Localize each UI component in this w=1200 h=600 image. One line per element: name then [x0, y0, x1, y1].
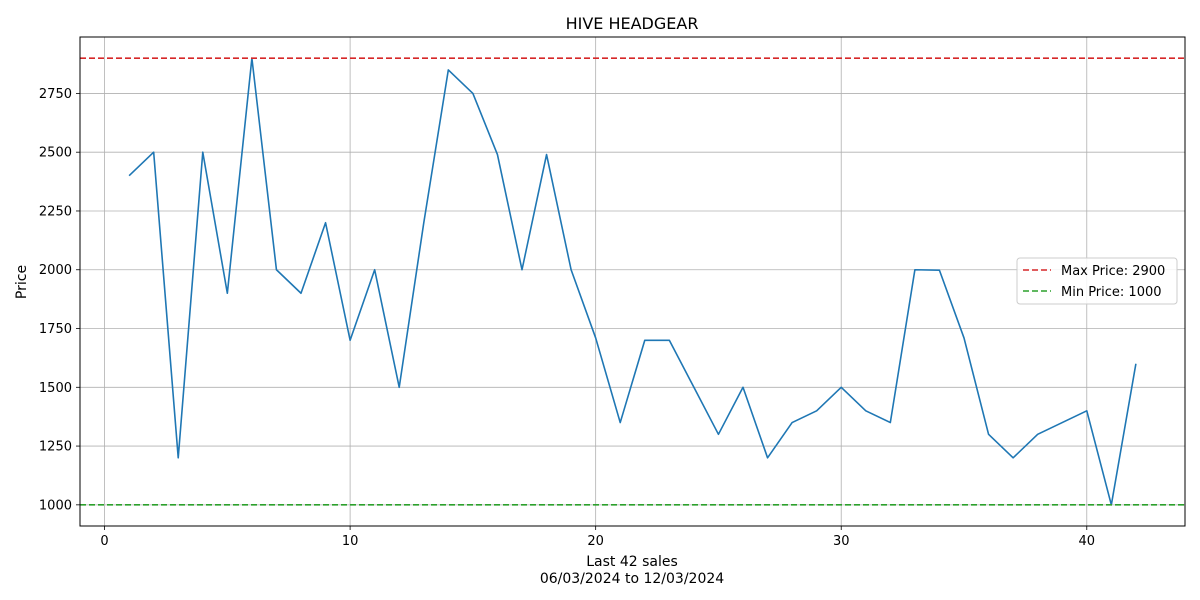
x-axis-sublabel: 06/03/2024 to 12/03/2024	[540, 571, 724, 587]
legend-label-min-price: Min Price: 1000	[1061, 285, 1162, 300]
plot-content	[80, 57, 1185, 506]
x-tick-label: 0	[100, 534, 108, 549]
y-tick-label: 2500	[39, 146, 72, 161]
y-tick-label: 1500	[39, 381, 72, 396]
ticks: 0 10 20 30 40 1000 1250 1500 1750 2000 2250 2500 275…	[39, 87, 1095, 549]
chart-title: HIVE HEADGEAR	[566, 14, 699, 33]
legend: Max Price: 2900 Min Price: 1000	[1016, 257, 1178, 305]
x-tick-label: 40	[1079, 534, 1096, 549]
price-series-line	[128, 57, 1137, 506]
y-tick-label: 2750	[39, 87, 72, 102]
x-axis-label: Last 42 sales	[586, 554, 678, 570]
x-tick-label: 10	[342, 534, 359, 549]
y-tick-label: 1750	[39, 322, 72, 337]
x-tick-label: 20	[587, 534, 604, 549]
y-tick-label: 1250	[39, 440, 72, 455]
y-tick-label: 2000	[39, 263, 72, 278]
legend-box	[1016, 257, 1178, 305]
legend-label-max-price: Max Price: 2900	[1061, 264, 1165, 279]
x-tick-label: 30	[833, 534, 850, 549]
y-tick-label: 1000	[39, 498, 72, 513]
plot-frame	[79, 36, 1186, 527]
y-tick-label: 2250	[39, 204, 72, 219]
y-axis-label: Price	[14, 265, 30, 299]
